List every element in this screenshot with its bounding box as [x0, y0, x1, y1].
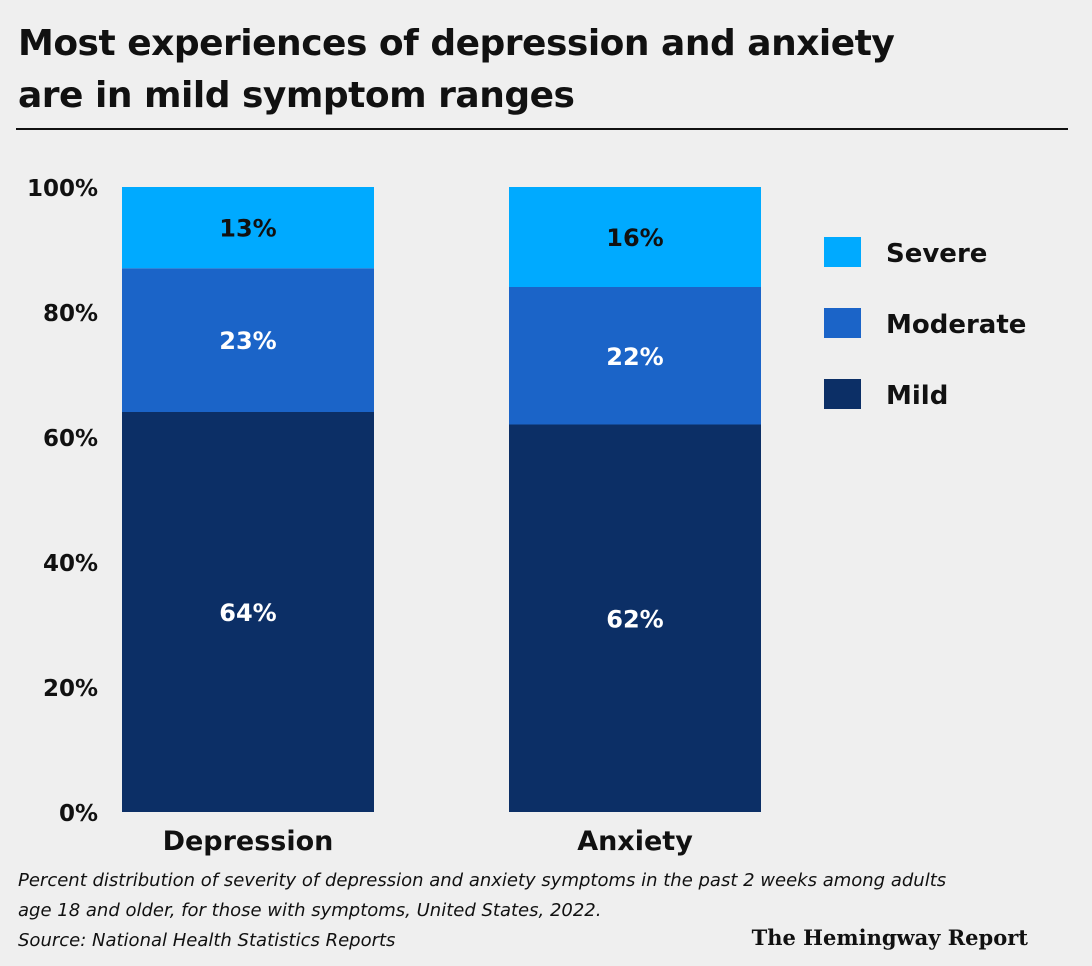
legend-swatch-mild [824, 379, 861, 409]
chart-footnote: Percent distribution of severity of depr… [18, 866, 1018, 956]
x-tick-label: Anxiety [577, 826, 693, 857]
data-label: 16% [606, 224, 663, 252]
data-label: 64% [219, 599, 276, 627]
chart-title-line-1: Most experiences of depression and anxie… [18, 23, 895, 64]
bar-anxiety-moderate [509, 287, 761, 425]
legend-swatch-moderate [824, 308, 861, 338]
bar-depression-mild [122, 412, 374, 812]
bar-anxiety-severe [509, 187, 761, 287]
source-line: Source: National Health Statistics Repor… [18, 930, 396, 951]
chart-title-line-2: are in mild symptom ranges [18, 75, 575, 116]
chart-title: Most experiences of depression and anxie… [18, 18, 1018, 122]
legend-label-severe: Severe [886, 239, 987, 269]
bar-depression-severe [122, 187, 374, 269]
footnote-line-1: Percent distribution of severity of depr… [18, 870, 947, 891]
data-label: 13% [219, 215, 276, 243]
bar-anxiety-mild [509, 424, 761, 812]
y-tick-label: 60% [43, 426, 98, 452]
footnote-line-2: age 18 and older, for those with symptom… [18, 900, 602, 921]
publisher-brand: The Hemingway Report [751, 925, 1028, 950]
y-tick-label: 40% [43, 551, 98, 577]
legend-label-moderate: Moderate [886, 310, 1026, 340]
y-tick-label: 100% [27, 176, 98, 202]
data-label: 22% [606, 343, 663, 371]
data-label: 23% [219, 327, 276, 355]
data-label: 62% [606, 605, 663, 633]
y-tick-label: 0% [59, 801, 98, 827]
legend-label-mild: Mild [886, 381, 948, 411]
legend-swatch-severe [824, 237, 861, 267]
title-divider [16, 128, 1068, 130]
bar-depression-moderate [122, 268, 374, 412]
y-tick-label: 20% [43, 676, 98, 702]
x-tick-label: Depression [163, 826, 334, 857]
y-tick-label: 80% [43, 301, 98, 327]
